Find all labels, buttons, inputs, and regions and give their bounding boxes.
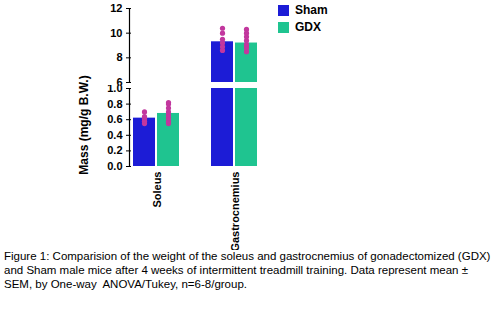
html-text:Sham: Sham [295,3,328,17]
svg-text:Gastrocnemius: Gastrocnemius [229,172,241,251]
svg-text:0.6: 0.6 [107,113,122,125]
svg-text:0.2: 0.2 [107,144,122,156]
svg-text:12: 12 [110,2,122,14]
svg-text:0.0: 0.0 [107,160,122,172]
svg-text:10: 10 [110,27,122,39]
svg-text:0.4: 0.4 [107,129,123,141]
svg-text:1.0: 1.0 [107,85,122,94]
svg-text:8: 8 [116,51,122,63]
svg-text:6: 6 [116,76,122,85]
html-text:GDX: GDX [295,20,321,34]
html-text:Mass (mg/g B.W.): Mass (mg/g B.W.) [77,75,91,175]
html-text:Figure 1: Comparision of the w: Figure 1: Comparision of the weight of t… [4,250,494,290]
svg-text:0.8: 0.8 [107,98,122,110]
svg-text:Soleus: Soleus [151,172,163,208]
